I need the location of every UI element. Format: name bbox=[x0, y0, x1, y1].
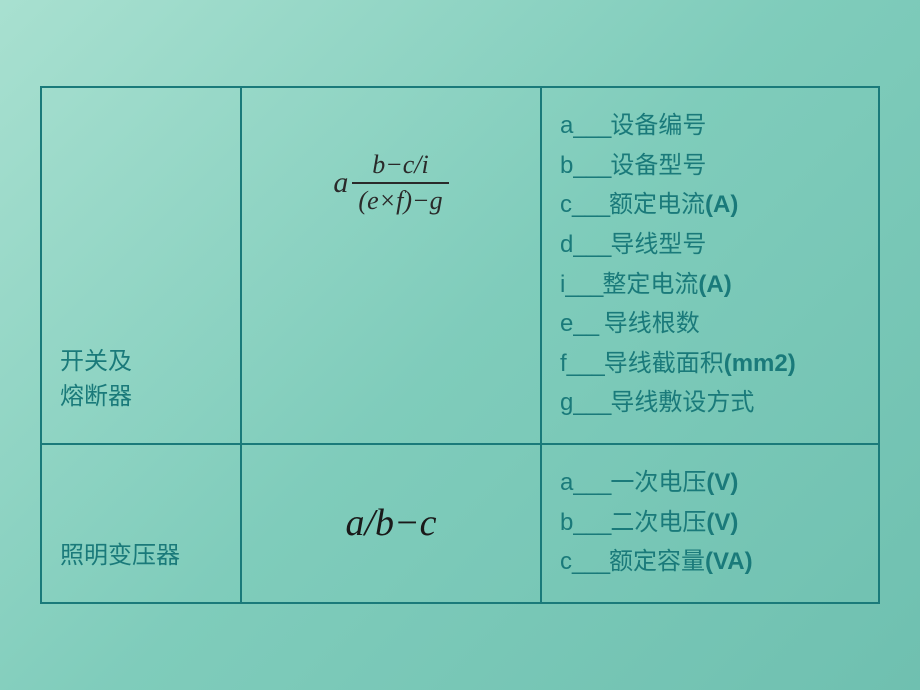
description-line: a___一次电压(V) bbox=[560, 463, 860, 503]
desc-separator: ___ bbox=[573, 112, 610, 139]
desc-key: f bbox=[560, 350, 567, 377]
desc-unit: (A) bbox=[705, 191, 738, 218]
description-line: c___额定电流(A) bbox=[560, 185, 860, 225]
row-label-cell: 开关及 熔断器 bbox=[42, 88, 242, 443]
description-line: b___二次电压(V) bbox=[560, 503, 860, 543]
desc-separator: ___ bbox=[573, 469, 610, 496]
label-line: 照明变压器 bbox=[60, 539, 180, 574]
description-line: b___设备型号 bbox=[560, 146, 860, 186]
desc-separator: ___ bbox=[573, 231, 610, 258]
formula-cell: a b−c/i (e×f)−g bbox=[242, 88, 542, 443]
desc-text: 导线敷设方式 bbox=[610, 389, 754, 416]
desc-separator: ___ bbox=[567, 350, 604, 377]
description-line: d___导线型号 bbox=[560, 225, 860, 265]
desc-key: b bbox=[560, 152, 573, 179]
description-line: i___整定电流(A) bbox=[560, 265, 860, 305]
desc-key: c bbox=[560, 548, 572, 575]
desc-separator: ___ bbox=[573, 509, 610, 536]
desc-text: 导线型号 bbox=[610, 231, 706, 258]
desc-key: c bbox=[560, 191, 572, 218]
desc-key: a bbox=[560, 112, 573, 139]
numerator: b−c/i bbox=[366, 148, 435, 182]
desc-separator: ___ bbox=[573, 152, 610, 179]
desc-unit: (mm2) bbox=[724, 350, 796, 377]
desc-key: a bbox=[560, 469, 573, 496]
description-cell: a___设备编号b___设备型号c___额定电流(A)d___导线型号i___整… bbox=[542, 88, 878, 443]
desc-separator: ___ bbox=[572, 191, 609, 218]
desc-text: 额定容量 bbox=[609, 548, 705, 575]
desc-separator: __ bbox=[573, 310, 603, 337]
desc-text: 设备型号 bbox=[610, 152, 706, 179]
denominator: (e×f)−g bbox=[352, 184, 448, 218]
description-line: f___导线截面积(mm2) bbox=[560, 344, 860, 384]
table-row: 照明变压器 a/b−c a___一次电压(V)b___二次电压(V)c___额定… bbox=[42, 445, 878, 602]
inline-formula: a/b−c bbox=[345, 501, 436, 545]
desc-text: 额定电流 bbox=[609, 191, 705, 218]
desc-unit: (VA) bbox=[705, 548, 753, 575]
desc-key: d bbox=[560, 231, 573, 258]
desc-text: 二次电压 bbox=[610, 509, 706, 536]
table-row: 开关及 熔断器 a b−c/i (e×f)−g a___设备编号b___设备型号… bbox=[42, 88, 878, 445]
desc-text: 导线截面积 bbox=[604, 350, 724, 377]
desc-separator: ___ bbox=[565, 271, 602, 298]
desc-key: g bbox=[560, 389, 573, 416]
desc-text: 导线根数 bbox=[604, 310, 700, 337]
reference-table: 开关及 熔断器 a b−c/i (e×f)−g a___设备编号b___设备型号… bbox=[40, 86, 880, 604]
fraction-formula: a b−c/i (e×f)−g bbox=[333, 148, 448, 218]
description-line: a___设备编号 bbox=[560, 106, 860, 146]
desc-separator: ___ bbox=[572, 548, 609, 575]
formula-prefix: a bbox=[333, 166, 348, 200]
desc-unit: (A) bbox=[698, 271, 731, 298]
desc-text: 设备编号 bbox=[610, 112, 706, 139]
formula-cell: a/b−c bbox=[242, 445, 542, 602]
desc-key: e bbox=[560, 310, 573, 337]
row-label-cell: 照明变压器 bbox=[42, 445, 242, 602]
description-cell: a___一次电压(V)b___二次电压(V)c___额定容量(VA) bbox=[542, 445, 878, 602]
label-line: 开关及 bbox=[60, 345, 132, 380]
desc-unit: (V) bbox=[706, 469, 738, 496]
desc-unit: (V) bbox=[706, 509, 738, 536]
label-line: 熔断器 bbox=[60, 380, 132, 415]
description-line: e__ 导线根数 bbox=[560, 304, 860, 344]
desc-text: 一次电压 bbox=[610, 469, 706, 496]
description-line: g___导线敷设方式 bbox=[560, 383, 860, 423]
fraction: b−c/i (e×f)−g bbox=[352, 148, 448, 218]
desc-key: b bbox=[560, 509, 573, 536]
desc-text: 整定电流 bbox=[602, 271, 698, 298]
desc-separator: ___ bbox=[573, 389, 610, 416]
description-line: c___额定容量(VA) bbox=[560, 542, 860, 582]
